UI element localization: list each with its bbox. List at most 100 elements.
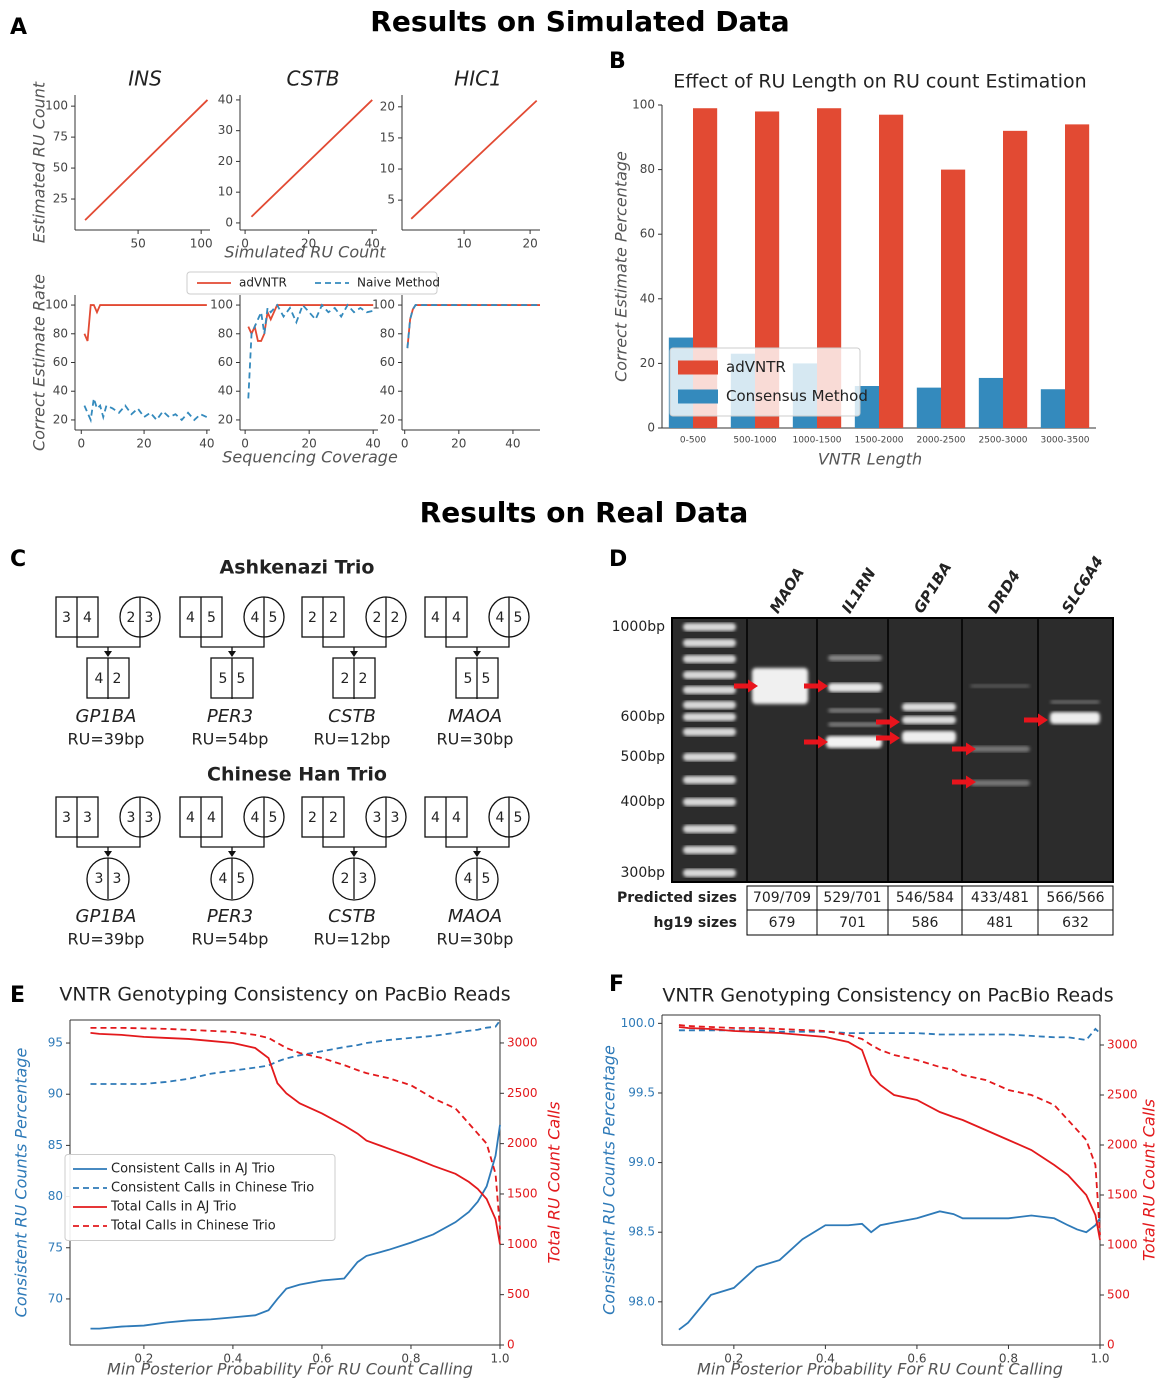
y2-tick-label: 1500	[507, 1186, 538, 1200]
allele: 5	[482, 871, 491, 887]
ladder-band	[683, 798, 736, 806]
y2-tick-label: 1000	[1107, 1238, 1138, 1252]
table-cell: 679	[769, 915, 796, 931]
allele: 4	[186, 810, 195, 826]
allele: 3	[359, 871, 368, 887]
chart-title: VNTR Genotyping Consistency on PacBio Re…	[662, 985, 1113, 1007]
trio-title: Ashkenazi Trio	[220, 557, 375, 579]
ladder-label: 500bp	[621, 749, 666, 765]
repeat-unit: RU=54bp	[192, 930, 269, 949]
allele: 2	[341, 671, 350, 687]
line-series	[407, 305, 540, 348]
y-tick-label: 40	[640, 291, 655, 305]
y-axis-label: Correct Estimate Percentage	[612, 151, 631, 382]
bar	[1041, 389, 1065, 428]
gel-band	[1050, 700, 1100, 704]
figure-canvas: Results on Simulated Data Results on Rea…	[0, 0, 1161, 1381]
line-series	[85, 100, 207, 220]
line-series	[84, 398, 206, 420]
x-tick-label: 0-500	[680, 436, 706, 446]
allele: 2	[391, 610, 400, 626]
gel-band	[828, 708, 882, 713]
y2-tick-label: 3000	[507, 1035, 538, 1049]
allele: 2	[373, 610, 382, 626]
allele: 4	[83, 610, 92, 626]
y2-tick-label: 3000	[1107, 1038, 1138, 1052]
y2-tick-label: 2500	[1107, 1088, 1138, 1102]
repeat-unit: RU=54bp	[192, 730, 269, 749]
allele: 2	[308, 810, 317, 826]
arrowhead	[104, 651, 112, 657]
allele: 4	[452, 610, 461, 626]
x-tick-label: 100	[190, 237, 213, 251]
y-tick-label: 20	[380, 412, 395, 426]
x-tick-label: 0	[241, 437, 249, 451]
y-tick-label: 60	[53, 355, 68, 369]
repeat-unit: RU=30bp	[437, 730, 514, 749]
x-tick-label: 3000-3500	[1040, 436, 1089, 446]
row-header: hg19 sizes	[654, 915, 737, 931]
allele: 4	[452, 810, 461, 826]
table-cell: 566/566	[1046, 890, 1104, 906]
allele: 4	[251, 610, 260, 626]
gel-band	[902, 716, 956, 724]
ladder-label: 300bp	[621, 865, 666, 881]
x-tick-label: 0	[77, 437, 85, 451]
y-tick-label: 20	[640, 356, 655, 370]
panel-label: B	[609, 49, 626, 74]
y-tick-label: 100	[45, 99, 68, 113]
gel-image	[672, 618, 1113, 882]
ladder-band	[683, 869, 736, 877]
bar	[1065, 124, 1089, 428]
gel-band	[752, 668, 808, 704]
ladder-band	[683, 623, 736, 631]
arrowhead	[104, 851, 112, 857]
y-tick-label: 60	[218, 355, 233, 369]
repeat-unit: RU=39bp	[68, 930, 145, 949]
y-tick-label: 100	[632, 98, 655, 112]
y-tick-label: 25	[53, 192, 68, 206]
bar	[979, 378, 1003, 428]
legend-label: Consensus Method	[726, 387, 868, 405]
line-series	[679, 1025, 1100, 1235]
allele: 5	[269, 810, 278, 826]
arrowhead	[228, 851, 236, 857]
table-cell: 709/709	[753, 890, 811, 906]
x-tick-label: 0.6	[907, 1352, 926, 1366]
y-tick-label: 20	[53, 412, 68, 426]
repeat-unit: RU=12bp	[314, 730, 391, 749]
y-tick-label: 40	[380, 384, 395, 398]
ladder-label: 600bp	[621, 709, 666, 725]
section-title: Results on Real Data	[420, 496, 749, 529]
x-tick-label: 1.0	[490, 1352, 509, 1366]
y2-axis-label: Total RU Count Calls	[545, 1102, 564, 1264]
arrowhead	[473, 851, 481, 857]
allele: 3	[83, 810, 92, 826]
x-tick-label: 20	[451, 437, 466, 451]
gel-band	[828, 722, 882, 727]
allele: 4	[251, 810, 260, 826]
allele: 2	[341, 871, 350, 887]
allele: 3	[127, 810, 136, 826]
y2-tick-label: 500	[1107, 1288, 1130, 1302]
ladder-band	[683, 701, 736, 709]
x-tick-label: 0.4	[816, 1352, 835, 1366]
x-tick-label: 20	[522, 237, 537, 251]
x-axis-label: VNTR Length	[818, 450, 922, 469]
y-tick-label: 98.0	[628, 1294, 655, 1308]
x-tick-label: 40	[199, 437, 214, 451]
allele: 4	[464, 871, 473, 887]
ladder-band	[683, 825, 736, 833]
allele: 4	[207, 810, 216, 826]
section-title: Results on Simulated Data	[370, 5, 789, 38]
line-series	[679, 1211, 1100, 1329]
allele: 2	[127, 610, 136, 626]
allele: 5	[219, 671, 228, 687]
line-series	[84, 305, 206, 341]
table-cell: 701	[839, 915, 866, 931]
y-tick-label: 80	[53, 326, 68, 340]
ladder-band	[683, 753, 736, 761]
panel-label: A	[10, 15, 27, 40]
ladder-label: 400bp	[621, 794, 666, 810]
legend-label: Total Calls in Chinese Trio	[110, 1219, 276, 1234]
